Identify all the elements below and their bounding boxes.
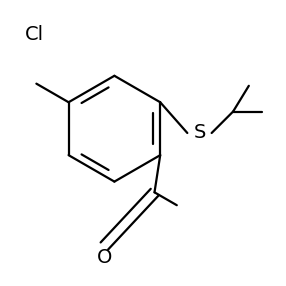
Text: S: S: [194, 124, 206, 142]
Text: O: O: [97, 248, 112, 267]
Text: Cl: Cl: [25, 25, 44, 44]
